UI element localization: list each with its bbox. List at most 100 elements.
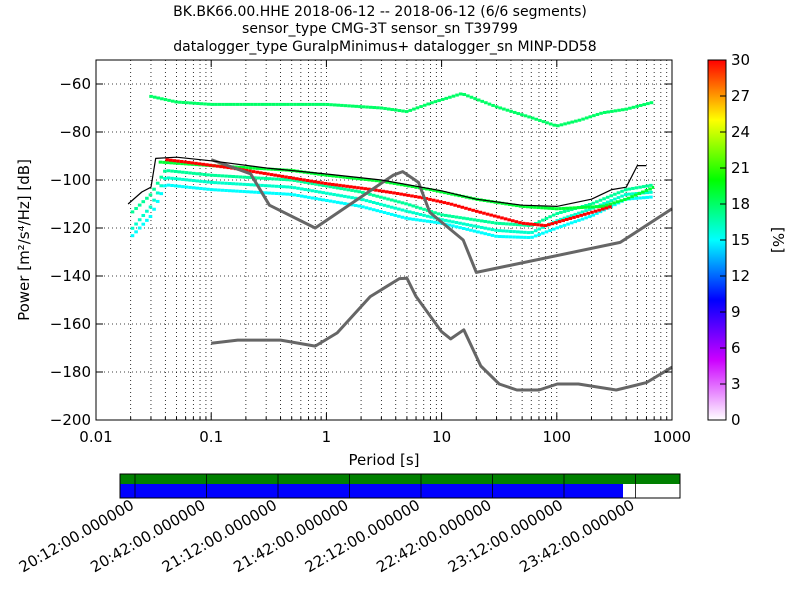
density-cell <box>186 160 191 164</box>
density-cell <box>440 213 444 217</box>
density-cell <box>239 102 243 106</box>
density-cell <box>584 209 588 213</box>
density-cell <box>522 205 526 209</box>
density-cell <box>364 199 369 203</box>
density-cell <box>631 192 635 196</box>
density-cell <box>422 213 426 217</box>
density-cell <box>195 186 200 190</box>
density-cell <box>570 120 575 124</box>
density-cell <box>588 115 593 119</box>
density-cell <box>559 225 563 229</box>
density-cell <box>476 218 480 222</box>
density-cell <box>281 178 286 182</box>
density-cell <box>231 182 236 186</box>
density-cell <box>361 190 365 194</box>
density-cell <box>383 107 387 111</box>
density-cell <box>178 100 182 104</box>
density-cell <box>515 204 519 208</box>
density-cell <box>523 230 527 234</box>
density-cell <box>165 161 170 165</box>
colorbar-tick-label: 15 <box>731 231 750 249</box>
density-cell <box>638 103 643 107</box>
density-cell <box>281 192 286 196</box>
y-tick-label: −140 <box>50 267 91 285</box>
density-trace <box>149 92 654 128</box>
density-cell <box>451 94 456 98</box>
density-cell <box>368 105 373 109</box>
density-cell <box>564 218 569 222</box>
density-cell <box>494 221 498 225</box>
density-cell <box>278 185 282 189</box>
density-cell <box>256 190 261 194</box>
density-cell <box>587 207 592 211</box>
density-cell <box>379 210 383 214</box>
colorbar-tick-label: 27 <box>731 87 750 105</box>
density-cell <box>268 102 272 106</box>
density-cell <box>166 176 171 180</box>
density-cell <box>501 222 506 226</box>
density-cell <box>429 215 434 219</box>
density-cell <box>591 201 596 205</box>
density-cell <box>610 109 614 113</box>
density-cell <box>400 201 405 205</box>
density-cell <box>224 102 229 106</box>
density-cell <box>310 182 315 186</box>
density-cell <box>238 182 243 186</box>
density-cell <box>407 217 412 221</box>
density-cell <box>325 198 329 202</box>
density-cell <box>433 220 437 224</box>
density-cell <box>350 188 354 192</box>
density-cell <box>228 102 233 106</box>
density-cell <box>505 235 509 239</box>
density-cell <box>533 229 538 233</box>
density-cell <box>300 102 305 106</box>
density-cell <box>320 181 324 185</box>
density-cell <box>314 189 318 193</box>
density-cell <box>251 170 256 174</box>
density-cell <box>317 197 322 201</box>
density-cell <box>623 193 628 197</box>
density-cell <box>575 214 580 218</box>
density-cell <box>183 162 188 166</box>
density-cell <box>645 184 650 188</box>
density-cell <box>170 99 175 103</box>
density-cell <box>152 207 156 211</box>
density-cell <box>429 210 434 214</box>
density-cell <box>551 227 556 231</box>
density-cell <box>368 192 372 196</box>
density-cell <box>530 230 534 234</box>
density-cell <box>546 223 551 227</box>
y-tick-label: −200 <box>50 411 91 429</box>
density-cell <box>187 162 192 166</box>
density-cell <box>366 187 371 191</box>
density-cell <box>547 206 552 210</box>
density-cell <box>145 218 149 222</box>
density-cell <box>500 216 504 220</box>
y-tick-label: −60 <box>59 75 91 93</box>
density-cell <box>158 160 163 164</box>
density-cell <box>294 177 299 181</box>
density-cell <box>436 221 441 225</box>
title-line-3: datalogger_type GuralpMinimus+ datalogge… <box>173 39 596 55</box>
density-cell <box>620 194 624 198</box>
density-cell <box>235 189 239 193</box>
density-cell <box>155 199 160 203</box>
density-cell <box>227 182 232 186</box>
density-cell <box>597 208 601 212</box>
density-cell <box>374 179 379 183</box>
density-cell <box>646 102 650 106</box>
density-cell <box>551 207 555 211</box>
density-cell <box>454 225 459 229</box>
density-cell <box>404 216 408 220</box>
density-cell <box>458 216 462 220</box>
density-cell <box>343 187 347 191</box>
density-cell <box>479 231 484 235</box>
density-cell <box>584 216 588 220</box>
density-cell <box>141 200 146 204</box>
colorbar-tick-label: 30 <box>731 51 750 69</box>
density-cell <box>166 183 171 187</box>
density-cell <box>512 110 517 114</box>
density-cell <box>395 192 400 196</box>
density-cell <box>465 223 470 227</box>
density-cell <box>314 102 319 106</box>
